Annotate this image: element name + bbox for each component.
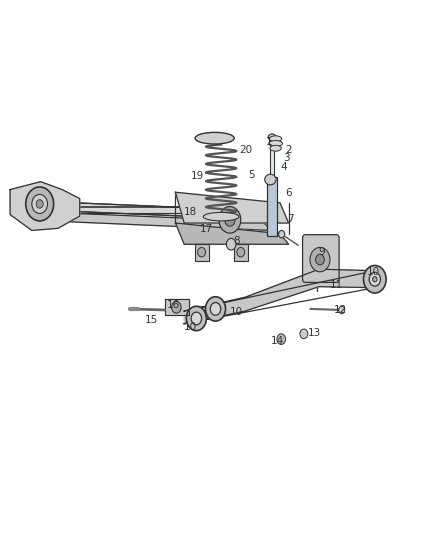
- Ellipse shape: [268, 134, 276, 140]
- Circle shape: [237, 247, 245, 257]
- Text: 20: 20: [240, 145, 253, 155]
- Circle shape: [310, 247, 330, 272]
- Circle shape: [210, 303, 221, 316]
- Text: 17: 17: [199, 224, 212, 235]
- Ellipse shape: [195, 132, 234, 144]
- Circle shape: [226, 238, 236, 250]
- Text: 5: 5: [248, 170, 255, 180]
- Text: 18: 18: [184, 207, 198, 217]
- Circle shape: [316, 254, 324, 265]
- Circle shape: [364, 265, 386, 293]
- Text: 11: 11: [330, 280, 343, 290]
- Circle shape: [186, 306, 206, 330]
- Circle shape: [205, 297, 226, 321]
- Bar: [267, 177, 277, 236]
- Circle shape: [32, 195, 47, 214]
- Text: 1: 1: [266, 137, 272, 147]
- Circle shape: [279, 230, 285, 238]
- Text: 7: 7: [287, 214, 294, 224]
- Text: 16: 16: [167, 300, 180, 310]
- Text: 2: 2: [285, 145, 292, 155]
- Polygon shape: [10, 182, 80, 230]
- FancyBboxPatch shape: [303, 235, 339, 282]
- Text: 8: 8: [233, 236, 240, 246]
- Ellipse shape: [270, 146, 281, 151]
- Polygon shape: [184, 269, 375, 324]
- Text: 15: 15: [145, 314, 158, 325]
- Bar: [234, 244, 248, 261]
- Text: 19: 19: [191, 172, 204, 181]
- Circle shape: [36, 200, 43, 208]
- Polygon shape: [14, 200, 271, 220]
- Text: 10: 10: [367, 267, 380, 277]
- Text: 9: 9: [318, 247, 325, 257]
- Polygon shape: [165, 300, 188, 316]
- Circle shape: [300, 329, 308, 338]
- Circle shape: [225, 214, 235, 226]
- Circle shape: [198, 247, 205, 257]
- Circle shape: [219, 207, 241, 233]
- Circle shape: [373, 277, 377, 282]
- Text: 13: 13: [308, 328, 321, 338]
- Text: 10: 10: [184, 322, 197, 333]
- Ellipse shape: [268, 141, 283, 147]
- Text: 10: 10: [230, 306, 243, 317]
- Ellipse shape: [265, 174, 276, 185]
- Circle shape: [172, 302, 181, 313]
- Text: 3: 3: [283, 153, 290, 163]
- Bar: [194, 244, 208, 261]
- Circle shape: [191, 312, 201, 325]
- Ellipse shape: [203, 213, 239, 221]
- Text: 14: 14: [271, 336, 284, 346]
- Circle shape: [26, 187, 53, 221]
- Circle shape: [369, 272, 381, 286]
- Circle shape: [339, 306, 345, 314]
- Polygon shape: [176, 223, 289, 244]
- Ellipse shape: [269, 136, 282, 142]
- Polygon shape: [176, 192, 289, 223]
- Bar: [270, 141, 274, 177]
- Text: 4: 4: [280, 162, 287, 172]
- Text: 12: 12: [334, 305, 347, 315]
- Text: 6: 6: [285, 188, 292, 198]
- Polygon shape: [14, 200, 271, 230]
- Circle shape: [277, 334, 286, 344]
